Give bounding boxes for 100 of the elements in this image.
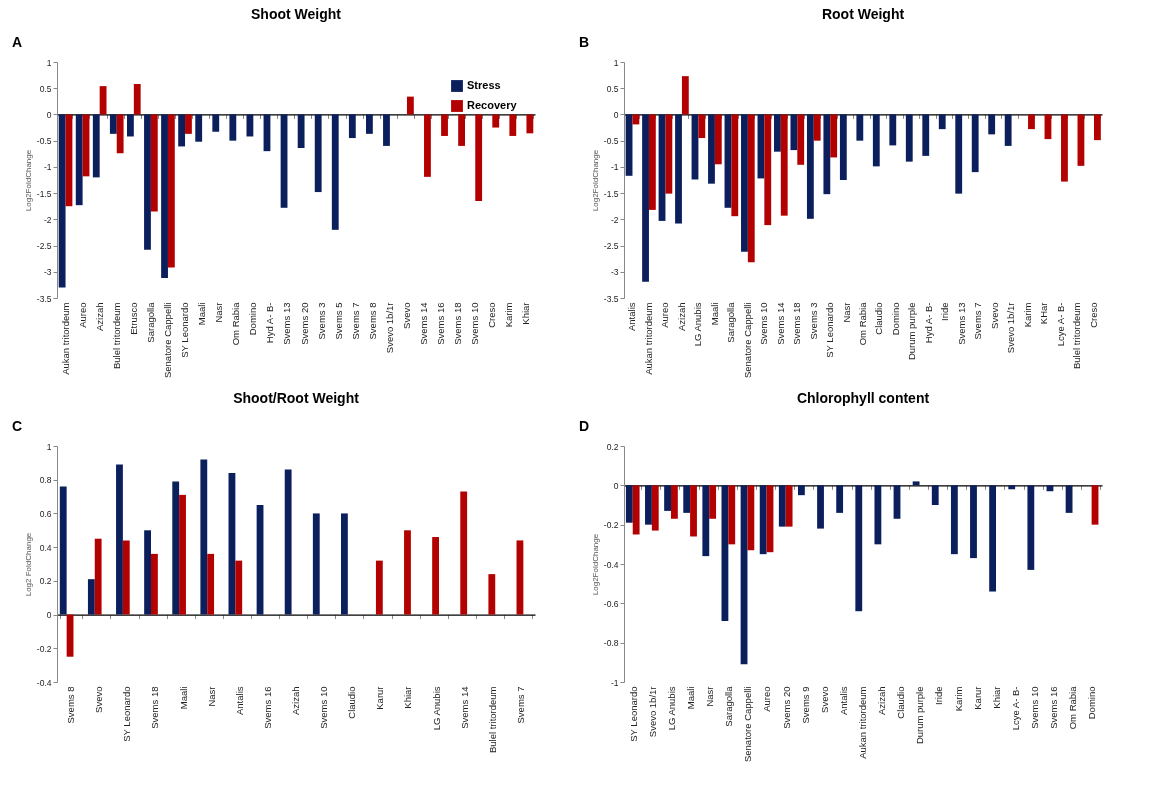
y-tick-label: -0.5	[36, 136, 52, 147]
bar	[200, 459, 208, 615]
x-tick-label: Maali	[177, 686, 189, 710]
x-tick-label: SY Leonardo	[121, 686, 133, 742]
y-tick-label: -1.5	[603, 188, 619, 199]
bar	[122, 540, 130, 615]
bar	[475, 114, 483, 201]
x-tick-label: Antalis	[233, 686, 245, 716]
y-tick-label: 0	[613, 109, 619, 120]
bar	[109, 114, 117, 134]
x-tick-label: Svems 7	[514, 686, 526, 724]
bar	[172, 481, 180, 615]
bar	[116, 114, 124, 154]
bar	[150, 114, 158, 212]
bar	[207, 553, 215, 615]
x-tick-label: Aukan tritordeum	[59, 302, 71, 375]
x-tick-label: Svems 3	[807, 302, 819, 340]
y-tick-label: 0.2	[606, 441, 619, 452]
x-tick-label: Svems 10	[758, 302, 770, 345]
text: B	[579, 34, 590, 50]
x-tick-label: Domino	[1086, 686, 1098, 720]
x-tick-label: Svevo	[400, 302, 412, 329]
x-tick-label: Aukan tritordeum	[857, 686, 868, 759]
y-tick-label: 1	[46, 57, 52, 68]
x-tick-label: Karur	[971, 686, 983, 710]
x-tick-label: Svems 13	[955, 302, 967, 345]
bar	[509, 114, 517, 136]
legend-label: Stress	[467, 79, 501, 91]
y-tick-label: -3.5	[603, 293, 619, 304]
bar	[432, 537, 439, 615]
y-tick-label: -3	[43, 267, 52, 278]
x-tick-label: Iride	[933, 686, 945, 705]
bar	[212, 114, 220, 132]
bar	[195, 114, 203, 142]
y-axis-title: Log2FoldChange	[590, 533, 600, 596]
x-tick-label: Claudio	[346, 686, 358, 719]
x-tick-label: Svevo	[988, 302, 1000, 329]
bar	[383, 114, 390, 146]
y-tick-label: 0	[46, 109, 52, 120]
bar	[82, 114, 90, 177]
bar	[246, 114, 254, 137]
bar	[284, 469, 292, 615]
x-tick-label: Khiar	[402, 686, 414, 709]
x-tick-label: Maali	[708, 302, 720, 326]
x-tick-label: Svevo 1b/1r	[1005, 302, 1017, 354]
x-tick-label: Azizah	[876, 686, 888, 716]
x-tick-label: Svems 9	[799, 686, 811, 724]
x-tick-label: Antalis	[626, 302, 638, 332]
y-tick-label: 0	[46, 610, 52, 621]
x-tick-label: Bulel tritordeum	[1071, 302, 1083, 370]
x-tick-label: Saragolla	[723, 685, 735, 727]
y-tick-label: 0.8	[39, 475, 52, 486]
x-tick-label: Antalis	[837, 686, 849, 716]
bar	[144, 530, 151, 615]
x-tick-label: Om Rabia	[230, 301, 242, 346]
x-tick-label: Svems 10	[318, 686, 330, 729]
bar	[87, 579, 95, 615]
bar	[185, 114, 192, 134]
x-tick-label: Durum purple	[914, 686, 926, 745]
x-tick-label: Creso	[1087, 302, 1099, 328]
x-tick-label: Svems 20	[780, 686, 792, 729]
x-tick-label: Bulel tritordeum	[110, 302, 122, 370]
y-tick-label: -3.5	[36, 293, 52, 304]
bar	[235, 560, 243, 615]
x-tick-label: Svems 16	[1048, 686, 1060, 729]
x-tick-label: LG Anubis	[430, 686, 442, 731]
x-tick-label: Nasr	[213, 302, 225, 323]
x-tick-label: Svems 18	[791, 302, 803, 345]
x-tick-label: Aukan tritordeum	[642, 302, 654, 375]
x-tick-label: Khiar	[990, 686, 1002, 709]
bar	[59, 486, 67, 615]
x-tick-label: Karim	[503, 302, 515, 328]
chart-title: Root Weight	[821, 6, 905, 22]
bar	[314, 114, 322, 193]
text: C	[12, 418, 23, 434]
bar	[179, 494, 186, 615]
x-tick-label: Bulel tritordeum	[486, 686, 498, 754]
bar	[340, 513, 348, 615]
y-tick-label: -1.5	[36, 188, 52, 199]
bar	[116, 464, 123, 615]
chart-title: Shoot/Root Weight	[233, 390, 360, 406]
x-tick-label: Saragolla	[725, 301, 737, 343]
x-tick-label: Svems 3	[315, 302, 327, 340]
x-tick-label: Svems 14	[458, 686, 470, 729]
y-tick-label: -2	[43, 214, 52, 225]
y-tick-label: 0.4	[39, 542, 52, 553]
y-tick-label: 0.5	[39, 83, 52, 94]
x-tick-label: Svems 16	[261, 686, 273, 729]
x-tick-label: Svems 18	[149, 686, 161, 729]
text: A	[12, 34, 23, 50]
bar	[65, 114, 73, 207]
y-tick-label: -1	[610, 677, 619, 688]
y-tick-label: 0.5	[606, 83, 619, 94]
bar	[488, 574, 496, 615]
x-tick-label: Om Rabia	[1067, 685, 1079, 730]
x-tick-label: Azizah	[93, 302, 105, 332]
bar	[348, 114, 356, 139]
x-tick-label: Khiar	[520, 302, 532, 325]
bar	[99, 86, 107, 115]
y-tick-label: -2.5	[36, 241, 52, 252]
